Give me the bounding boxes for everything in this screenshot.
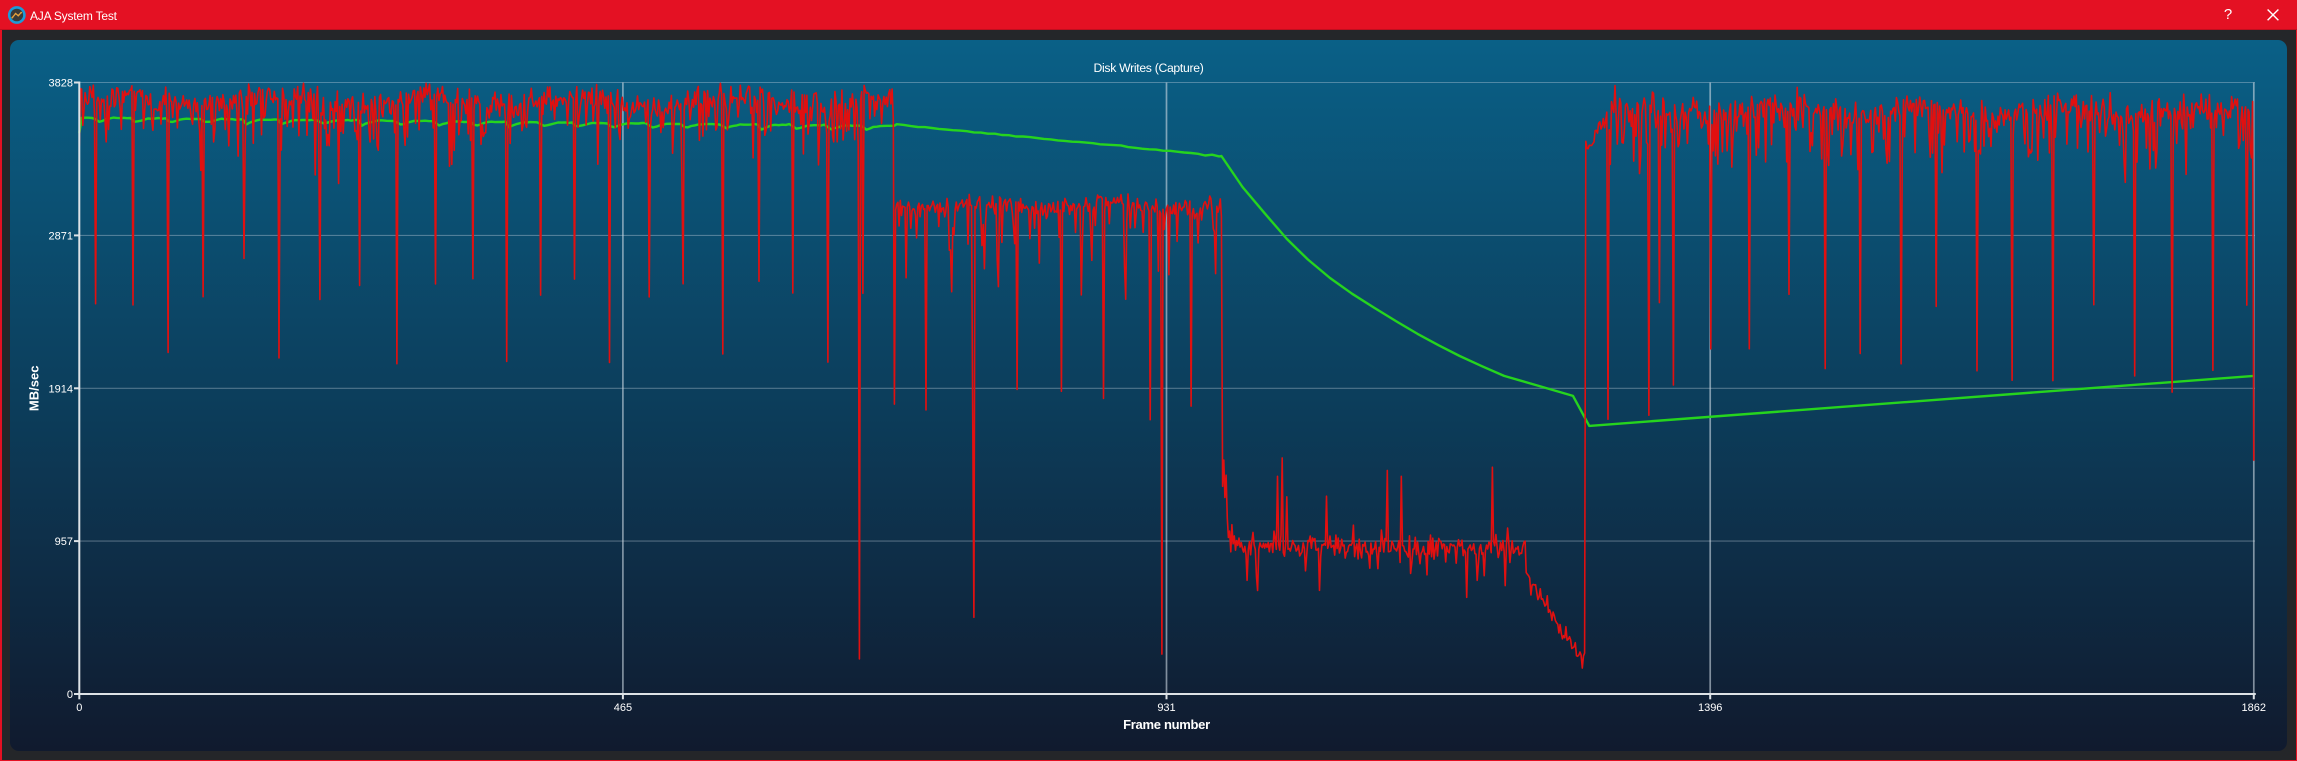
svg-text:1914: 1914 (49, 383, 73, 395)
svg-text:2871: 2871 (49, 230, 73, 242)
svg-text:931: 931 (1157, 702, 1175, 714)
svg-text:957: 957 (55, 536, 73, 548)
svg-text:MB/sec: MB/sec (27, 366, 42, 412)
svg-text:1862: 1862 (2242, 702, 2266, 714)
svg-text:465: 465 (614, 702, 632, 714)
svg-text:3828: 3828 (49, 78, 73, 90)
svg-text:1396: 1396 (1698, 702, 1722, 714)
svg-text:Disk Writes (Capture): Disk Writes (Capture) (1094, 61, 1204, 75)
svg-text:0: 0 (76, 702, 82, 714)
svg-text:Frame number: Frame number (1123, 717, 1210, 732)
svg-text:0: 0 (67, 689, 73, 701)
